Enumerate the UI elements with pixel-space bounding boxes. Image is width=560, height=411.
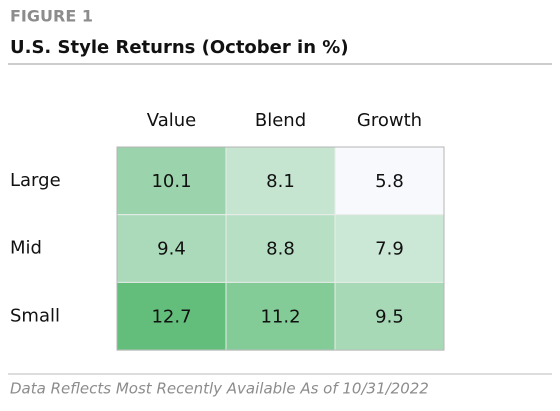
column-header: Value [147,110,196,131]
heat-cell [334,214,445,283]
cell-value: 9.5 [375,306,404,327]
footnote: Data Reflects Most Recently Available As… [10,380,429,398]
column-header: Growth [357,110,422,131]
cell-value: 8.8 [266,239,295,260]
cell-value: 12.7 [151,306,191,327]
grid-border [116,146,445,351]
cell-value: 11.2 [260,306,300,327]
figure-label: FIGURE 1 [10,7,93,26]
heat-cell [334,146,445,216]
cell-value: 7.9 [375,239,404,260]
row-header: Small [10,305,60,326]
heat-cell [116,281,227,351]
cell-value: 5.8 [375,171,404,192]
chart-title: U.S. Style Returns (October in %) [10,37,349,58]
cell-value: 9.4 [157,239,186,260]
cell-value: 10.1 [151,171,191,192]
column-header: Blend [255,110,306,131]
row-header: Large [10,170,61,191]
row-header: Mid [10,238,42,259]
cell-value: 8.1 [266,171,295,192]
